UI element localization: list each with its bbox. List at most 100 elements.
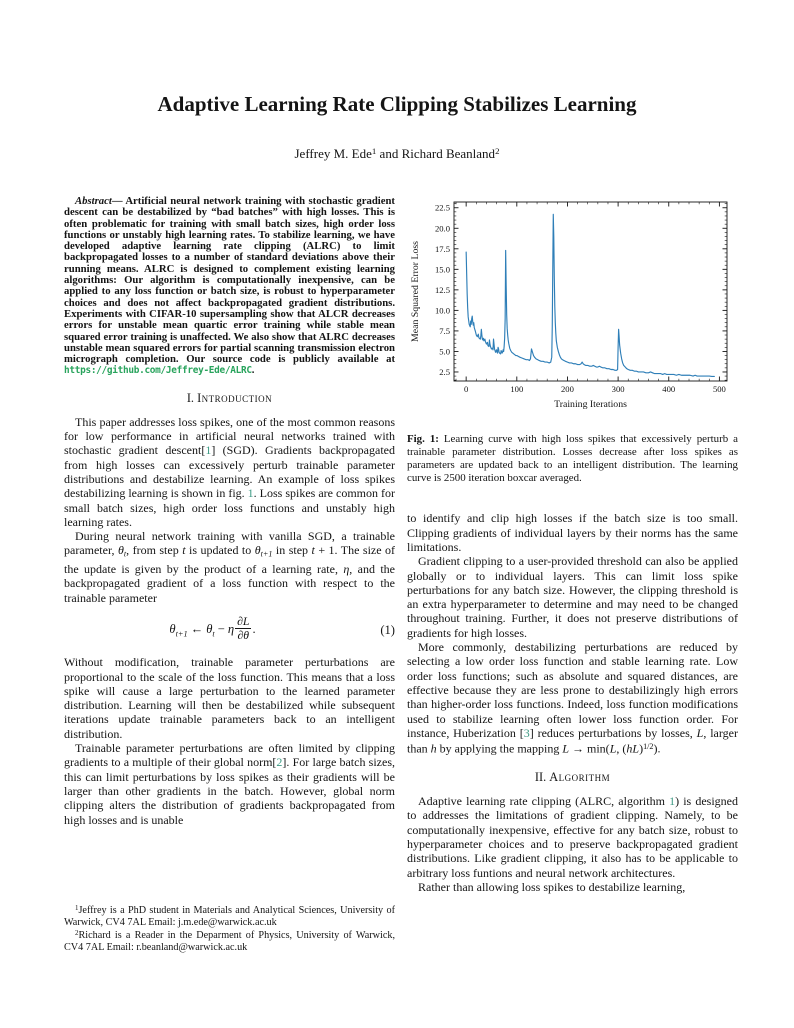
text-segment: During neural network training with vani… <box>64 529 395 558</box>
svg-text:500: 500 <box>713 384 726 394</box>
text-segment: ) is designed to addresses the limitatio… <box>407 794 738 880</box>
right-paragraph-3: More commonly, destabilizing perturbatio… <box>407 640 738 756</box>
section-title: Introduction <box>197 390 273 405</box>
theta-symbol: θ <box>169 621 176 636</box>
svg-text:22.5: 22.5 <box>435 203 450 213</box>
text-segment: ] (SGD). Gradients backpropagated from h… <box>64 443 395 501</box>
text-segment: 1/2 <box>643 742 654 752</box>
footnotes: 1Jeffrey is a PhD student in Materials a… <box>64 903 395 954</box>
text-segment: hL <box>626 741 640 756</box>
text-segment: 2 <box>495 146 500 157</box>
text-segment: 2 <box>75 930 79 938</box>
text-segment: This paper addresses loss spikes, one of… <box>64 414 395 458</box>
text-segment: ) <box>639 741 644 756</box>
minus-sign: − <box>217 621 225 636</box>
text-segment: Abstract <box>75 195 112 207</box>
right-column: 0 100 200 300 400 500 2.5 5.0 7.5 10.0 12.5 15.0 17.… <box>407 195 738 894</box>
text-segment: 1 <box>75 905 79 912</box>
fraction-denominator: ∂θ <box>237 628 250 643</box>
eta-symbol: η <box>227 621 235 636</box>
svg-text:10.0: 10.0 <box>435 305 450 315</box>
equation-number: (1) <box>380 622 395 637</box>
svg-text:400: 400 <box>662 384 675 394</box>
text-segment: Adaptive learning rate clipping (ALRC, a… <box>418 794 670 809</box>
text-segment: by applying the mapping <box>436 741 563 756</box>
svg-text:7.5: 7.5 <box>439 326 450 336</box>
text-segment: , from step <box>126 543 183 558</box>
text-segment: , ( <box>616 741 627 756</box>
text-segment: t <box>182 543 186 558</box>
loss-curve-line <box>465 213 715 378</box>
text-segment: t <box>123 549 127 559</box>
assign-arrow: ← <box>190 621 204 636</box>
right-paragraph-1: to identify and clip high losses if the … <box>407 511 738 554</box>
svg-text:100: 100 <box>510 384 523 394</box>
text-segment: → min( <box>569 741 610 756</box>
text-segment: t+1 <box>260 549 273 559</box>
y-axis-label: Mean Squared Error Loss <box>410 241 421 342</box>
theta-subscript: t <box>212 629 215 639</box>
svg-text:12.5: 12.5 <box>435 285 450 295</box>
text-segment: t <box>311 543 315 558</box>
figure-1-plot: 0 100 200 300 400 500 2.5 5.0 7.5 10.0 12.5 15.0 17.… <box>410 201 728 410</box>
footnote-2: 2Richard is a Reader in the Deparment of… <box>64 928 395 953</box>
section-heading-introduction: I. Introduction <box>64 391 395 406</box>
text-segment: , and the backpropagated gradient of a l… <box>64 562 395 605</box>
section-number: II. <box>534 770 547 785</box>
fraction: ∂L ∂θ <box>235 613 252 643</box>
learning-curve-chart: 0 100 200 300 400 500 2.5 5.0 7.5 10.0 12.5 15.0 17.… <box>407 195 738 427</box>
citation-ref[interactable]: 1 <box>247 486 254 501</box>
algorithm-paragraph-2: Rather than allowing loss spikes to dest… <box>407 880 738 894</box>
figure-1: 0 100 200 300 400 500 2.5 5.0 7.5 10.0 12.5 15.0 17.… <box>407 195 738 485</box>
text-segment: ]. For large batch sizes, this can limit… <box>64 755 396 827</box>
text-segment: Jeffrey M. Ede <box>294 146 372 161</box>
equation-body: θt+1 ← θt − η ∂L ∂θ. <box>64 613 361 645</box>
text-segment: Fig. 1: <box>407 433 439 445</box>
left-column: Abstract— Artificial neural network trai… <box>64 195 395 827</box>
citation-ref[interactable]: 1 <box>669 794 676 809</box>
equation-period: . <box>252 621 256 636</box>
text-segment: Gradient clipping to a user-provided thr… <box>407 554 738 640</box>
abstract: Abstract— Artificial neural network trai… <box>64 195 395 377</box>
text-segment: h <box>430 741 437 756</box>
citation-ref[interactable]: 1 <box>205 443 212 458</box>
text-segment: , larger than <box>407 725 738 756</box>
footnote-1: 1Jeffrey is a PhD student in Materials a… <box>64 903 395 928</box>
theta-subscript: t+1 <box>175 629 188 639</box>
section-title: Algorithm <box>549 770 611 785</box>
intro-paragraph-4: Trainable parameter perturbations are of… <box>64 741 395 827</box>
svg-text:0: 0 <box>464 384 468 394</box>
text-segment: Jeffrey is a PhD student in Materials an… <box>64 905 395 928</box>
text-segment: η <box>343 562 350 576</box>
text-segment: Rather than allowing loss spikes to dest… <box>418 879 686 894</box>
text-segment: Without modification, trainable paramete… <box>64 655 395 741</box>
section-heading-algorithm: II. Algorithm <box>407 770 738 785</box>
text-segment: and Richard Beanland <box>376 146 496 161</box>
fraction-numerator: ∂L <box>235 613 252 630</box>
svg-text:5.0: 5.0 <box>439 346 450 356</box>
text-segment: ). <box>653 741 661 756</box>
text-segment: θ <box>254 543 261 558</box>
text-segment: L <box>562 741 570 756</box>
svg-text:17.5: 17.5 <box>435 244 450 254</box>
equation-1: θt+1 ← θt − η ∂L ∂θ. (1) <box>64 613 395 645</box>
text-segment: ] reduces perturbations by losses, <box>529 725 697 740</box>
intro-paragraph-3: Without modification, trainable paramete… <box>64 655 395 741</box>
x-axis-label: Training Iterations <box>554 399 627 410</box>
authors-line: Jeffrey M. Ede1 and Richard Beanland2 <box>0 146 794 162</box>
citation-ref[interactable]: 3 <box>523 725 530 740</box>
section-number: I. <box>186 390 194 405</box>
text-segment: to identify and clip high losses if the … <box>407 511 738 554</box>
svg-text:15.0: 15.0 <box>435 264 450 274</box>
svg-text:2.5: 2.5 <box>439 367 450 377</box>
source-code-link[interactable]: https://github.com/Jeffrey-Ede/ALRC <box>64 365 252 377</box>
text-segment: — Artificial neural network training wit… <box>64 195 395 366</box>
text-segment: is updated to <box>185 543 255 558</box>
intro-paragraph-1: This paper addresses loss spikes, one of… <box>64 415 395 529</box>
svg-text:20.0: 20.0 <box>435 223 450 233</box>
figure-1-caption: Fig. 1: Learning curve with high loss sp… <box>407 433 738 485</box>
text-segment: . <box>251 364 255 377</box>
text-segment: L <box>696 725 704 740</box>
citation-ref[interactable]: 2 <box>276 755 283 770</box>
